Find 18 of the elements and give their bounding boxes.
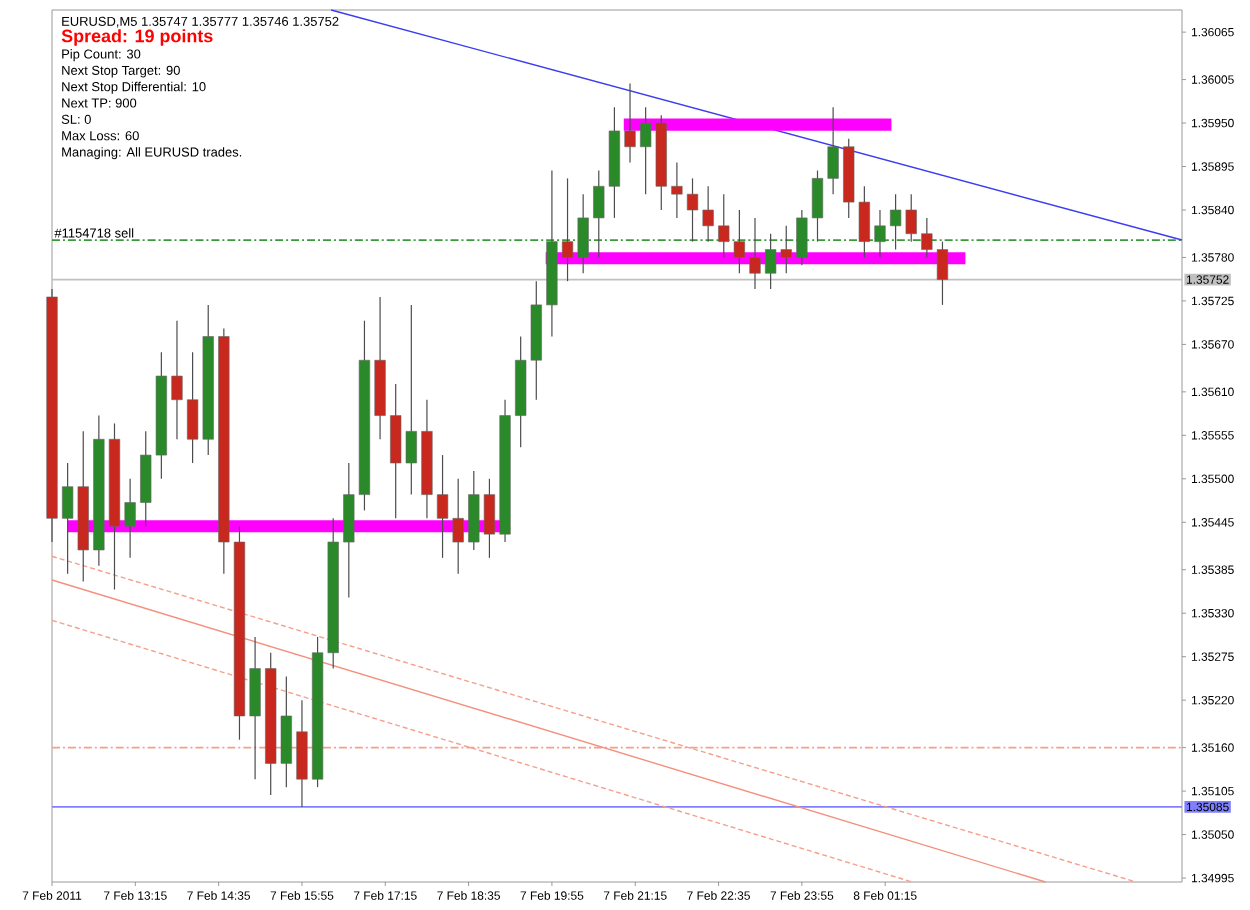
- candlestick: [671, 161, 683, 219]
- candlestick: [561, 177, 574, 282]
- candlestick: [921, 217, 933, 259]
- candlestick: [624, 82, 636, 164]
- candlestick: [796, 209, 808, 266]
- candlestick: [296, 699, 308, 808]
- candlestick: [686, 177, 699, 243]
- candlestick: [249, 636, 261, 780]
- candlestick: [827, 106, 839, 195]
- candlestick: [577, 193, 589, 274]
- candlestick: [171, 320, 183, 440]
- annotation: Spread: 19 points: [61, 29, 213, 46]
- candlestick: [124, 478, 136, 559]
- candlestick: [749, 217, 761, 290]
- candlestick: [874, 209, 886, 259]
- candlestick: [702, 185, 714, 243]
- candlestick: [811, 169, 824, 243]
- candlestick: [936, 241, 949, 306]
